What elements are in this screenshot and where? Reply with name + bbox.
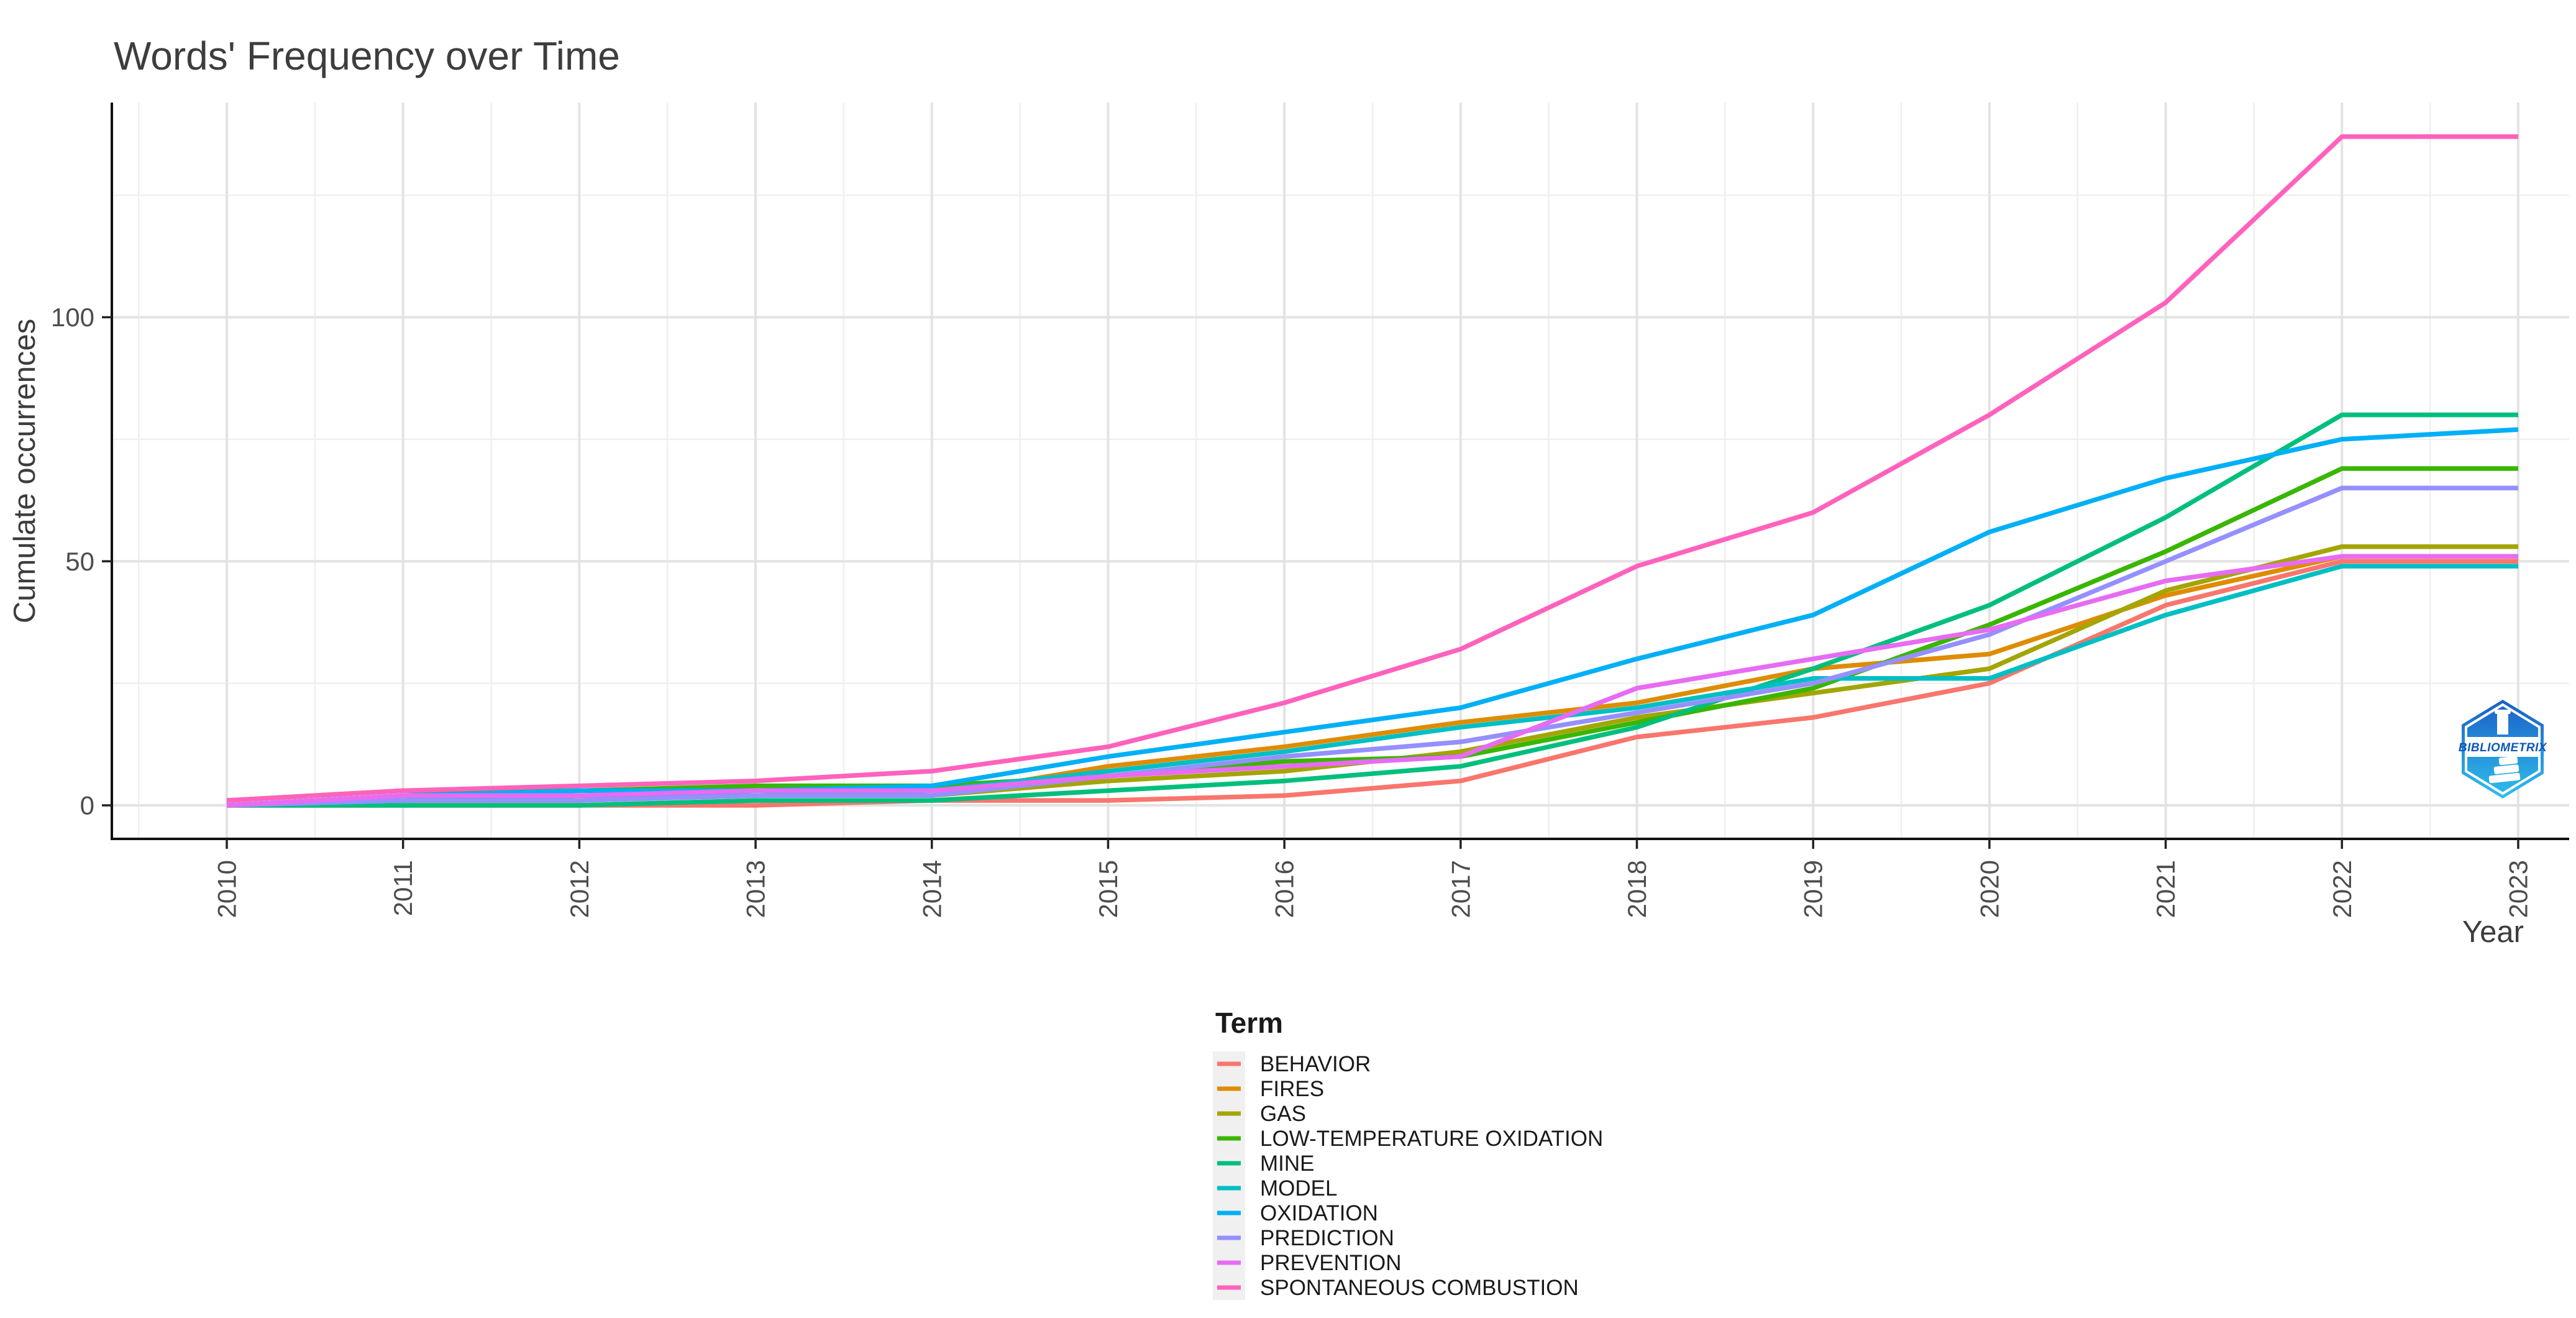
x-tick-label-2014: 2014 — [917, 860, 946, 918]
y-axis-ticks: 0 50 100 — [51, 303, 112, 820]
x-tick-label-2011: 2011 — [388, 860, 418, 916]
legend-item-oxidation: OXIDATION — [1213, 1201, 1378, 1225]
legend-item-behavior: BEHAVIOR — [1213, 1051, 1371, 1076]
bibliometrix-logo: BIBLIOMETRIX — [2459, 700, 2547, 799]
legend-label: PREVENTION — [1260, 1251, 1402, 1275]
x-axis-ticks: 2010 2011 2012 2013 2014 2015 2016 2017 2018 2019… — [212, 839, 2533, 918]
legend-label: PREDICTION — [1260, 1226, 1394, 1250]
x-tick-label-2023: 2023 — [2503, 860, 2533, 918]
legend-label: MINE — [1260, 1151, 1315, 1176]
x-tick-label-2019: 2019 — [1799, 860, 1828, 918]
legend-item-low-temperature-oxidation: LOW-TEMPERATURE OXIDATION — [1213, 1126, 1603, 1151]
legend-item-spontaneous-combustion: SPONTANEOUS COMBUSTION — [1213, 1275, 1579, 1300]
series-line-prevention — [226, 554, 2518, 808]
y-tick-label-0: 0 — [80, 791, 94, 820]
x-tick-label-2017: 2017 — [1446, 860, 1475, 918]
lighthouse-icon — [2488, 710, 2521, 784]
axes — [111, 103, 2569, 840]
logo-band — [2465, 737, 2541, 757]
x-tick-label-2010: 2010 — [212, 860, 242, 918]
legend-label: OXIDATION — [1260, 1201, 1378, 1225]
y-tick-label-50: 50 — [65, 547, 94, 576]
legend-label: SPONTANEOUS COMBUSTION — [1260, 1276, 1579, 1300]
logo-hexagon-inner — [2465, 703, 2541, 795]
x-tick-label-2015: 2015 — [1094, 860, 1123, 918]
legend-item-prevention: PREVENTION — [1213, 1250, 1402, 1275]
chart-title: Words' Frequency over Time — [114, 34, 620, 78]
x-axis-title: Year — [2462, 915, 2524, 949]
series-lines — [226, 134, 2519, 808]
series-line-spontaneous-combustion — [226, 134, 2518, 803]
x-tick-label-2018: 2018 — [1622, 860, 1651, 918]
x-tick-label-2012: 2012 — [565, 860, 594, 918]
legend-item-fires: FIRES — [1213, 1076, 1324, 1101]
legend-label: LOW-TEMPERATURE OXIDATION — [1260, 1127, 1603, 1151]
x-tick-label-2022: 2022 — [2327, 860, 2357, 918]
y-axis-title: Cumulate occurrences — [8, 319, 42, 623]
x-tick-label-2021: 2021 — [2151, 860, 2180, 918]
legend-label: GAS — [1260, 1102, 1306, 1126]
series-line-prediction — [226, 485, 2518, 808]
series-line-mine — [227, 412, 2518, 808]
legend-label: FIRES — [1260, 1077, 1324, 1101]
logo-wordmark: BIBLIOMETRIX — [2459, 741, 2547, 754]
x-tick-label-2016: 2016 — [1270, 860, 1299, 918]
legend-label: MODEL — [1260, 1176, 1337, 1201]
legend-item-mine: MINE — [1213, 1151, 1315, 1176]
x-tick-label-2020: 2020 — [1975, 860, 2004, 918]
x-tick-label-2013: 2013 — [741, 860, 770, 918]
series-line-oxidation — [226, 427, 2519, 808]
legend-label: BEHAVIOR — [1260, 1052, 1371, 1076]
legend-item-gas: GAS — [1213, 1101, 1306, 1126]
legend-title: Term — [1215, 1007, 1283, 1039]
legend-item-model: MODEL — [1213, 1176, 1337, 1201]
legend-item-prediction: PREDICTION — [1213, 1225, 1394, 1250]
y-tick-label-100: 100 — [51, 303, 94, 332]
